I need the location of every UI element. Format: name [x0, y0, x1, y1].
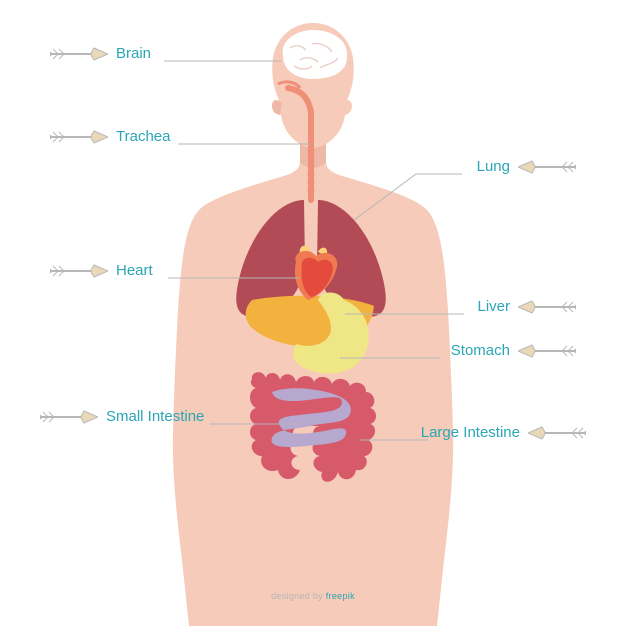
- label-liver: Liver: [469, 298, 576, 315]
- attribution: designed by freepik: [0, 591, 626, 601]
- attribution-prefix: designed by: [271, 591, 326, 601]
- label-trachea: Trachea: [50, 128, 178, 145]
- arrow-icon: [518, 300, 576, 314]
- organ-brain: [283, 30, 347, 79]
- label-text-lung: Lung: [469, 158, 518, 175]
- label-small_intestine: Small Intestine: [40, 408, 212, 425]
- label-text-brain: Brain: [108, 45, 159, 62]
- anatomy-diagram: Brain Trachea Lung Heart Liver Stomach S…: [0, 0, 626, 626]
- arrow-icon: [518, 160, 576, 174]
- label-text-trachea: Trachea: [108, 128, 178, 145]
- arrow-icon: [50, 130, 108, 144]
- label-text-liver: Liver: [469, 298, 518, 315]
- label-large_intestine: Large Intestine: [413, 424, 586, 441]
- arrow-icon: [528, 426, 586, 440]
- arrow-icon: [40, 410, 98, 424]
- label-text-large_intestine: Large Intestine: [413, 424, 528, 441]
- attribution-brand: freepik: [326, 591, 355, 601]
- label-text-heart: Heart: [108, 262, 161, 279]
- label-heart: Heart: [50, 262, 161, 279]
- label-text-small_intestine: Small Intestine: [98, 408, 212, 425]
- label-text-stomach: Stomach: [443, 342, 518, 359]
- arrow-icon: [50, 47, 108, 61]
- arrow-icon: [518, 344, 576, 358]
- label-stomach: Stomach: [443, 342, 576, 359]
- arrow-icon: [50, 264, 108, 278]
- label-lung: Lung: [469, 158, 576, 175]
- label-brain: Brain: [50, 45, 159, 62]
